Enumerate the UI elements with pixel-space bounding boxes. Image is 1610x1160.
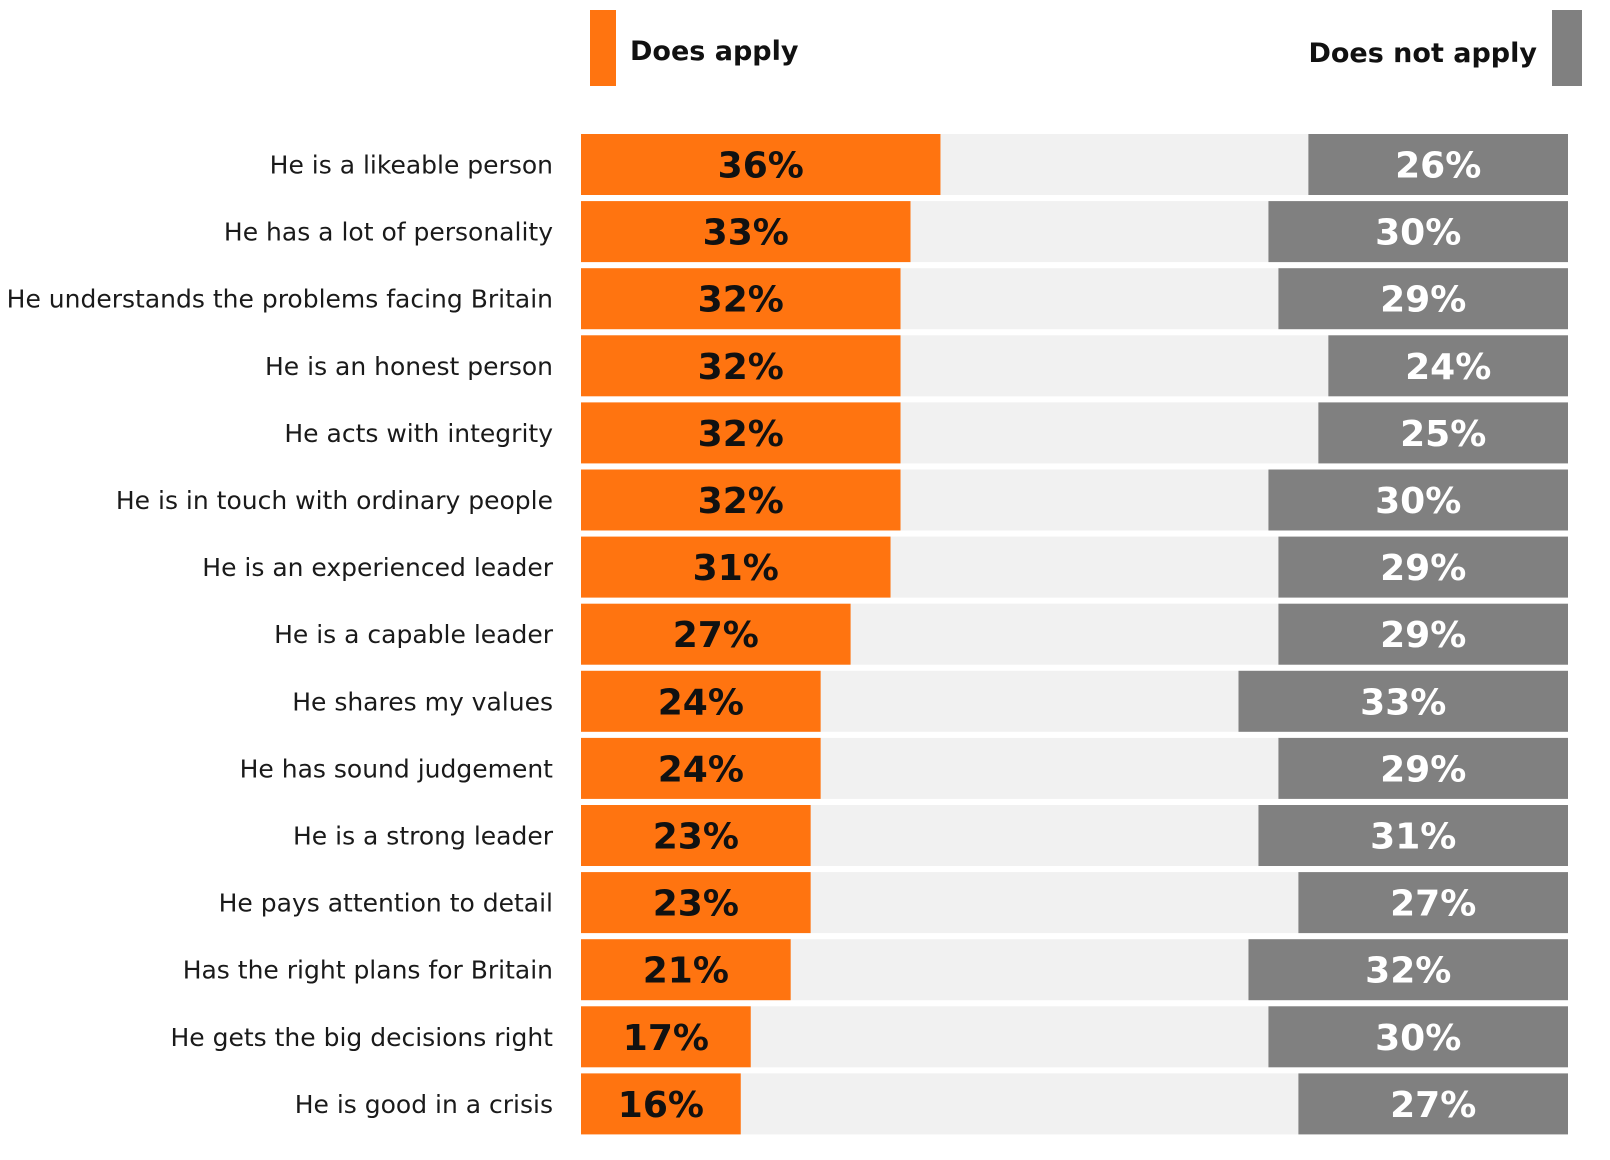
category-label: He has a lot of personality xyxy=(224,218,553,247)
category-label: He has sound judgement xyxy=(240,754,554,783)
bar-does-not-apply xyxy=(1268,469,1568,531)
bar-does-apply xyxy=(581,670,821,732)
bar-does-not-apply xyxy=(1278,536,1568,598)
data-label-does-not-apply: 32% xyxy=(1365,951,1451,992)
bar-does-apply xyxy=(581,268,901,330)
category-label: He is a capable leader xyxy=(274,620,554,649)
chart-rows: He is a likeable person 36% 26% He has a lo… xyxy=(7,134,1568,1135)
bar-does-not-apply xyxy=(1268,201,1568,263)
legend-label-does-not-apply: Does not apply xyxy=(1308,38,1537,69)
bar-does-apply xyxy=(581,1006,751,1068)
data-label-does-apply: 21% xyxy=(643,951,729,992)
category-label: He is a strong leader xyxy=(293,822,554,851)
bar-does-apply xyxy=(581,603,851,665)
bar-does-not-apply xyxy=(1308,134,1568,195)
data-label-does-apply: 17% xyxy=(623,1018,709,1059)
legend-swatch-does-apply xyxy=(590,10,616,86)
data-label-does-not-apply: 29% xyxy=(1380,280,1466,321)
category-label: Has the right plans for Britain xyxy=(183,956,553,985)
data-label-does-not-apply: 24% xyxy=(1405,347,1491,388)
data-label-does-not-apply: 26% xyxy=(1395,146,1481,187)
category-label: He gets the big decisions right xyxy=(170,1023,553,1052)
bar-does-not-apply xyxy=(1268,1006,1568,1068)
bar-does-not-apply xyxy=(1238,670,1568,732)
category-label: He is in touch with ordinary people xyxy=(116,486,553,515)
bar-does-not-apply xyxy=(1328,335,1568,397)
data-label-does-apply: 32% xyxy=(698,347,784,388)
data-label-does-not-apply: 30% xyxy=(1375,481,1461,522)
category-label: He is an experienced leader xyxy=(202,553,553,582)
bar-does-apply xyxy=(581,939,791,1001)
data-label-does-not-apply: 31% xyxy=(1370,817,1456,858)
bar-does-apply xyxy=(581,1073,741,1135)
data-label-does-apply: 32% xyxy=(698,280,784,321)
bar-does-not-apply xyxy=(1318,402,1568,464)
bar-does-not-apply xyxy=(1278,268,1568,330)
category-label: He acts with integrity xyxy=(284,419,553,448)
category-label: He understands the problems facing Brita… xyxy=(7,285,553,314)
bar-does-apply xyxy=(581,134,941,195)
data-label-does-not-apply: 30% xyxy=(1375,213,1461,254)
bar-does-not-apply xyxy=(1298,1073,1568,1135)
bar-does-apply xyxy=(581,201,911,263)
data-label-does-apply: 23% xyxy=(653,817,739,858)
data-label-does-apply: 27% xyxy=(673,615,759,656)
data-label-does-not-apply: 29% xyxy=(1380,749,1466,790)
category-label: He is an honest person xyxy=(265,352,553,381)
bar-does-apply xyxy=(581,335,901,397)
data-label-does-not-apply: 25% xyxy=(1400,414,1486,455)
data-label-does-not-apply: 29% xyxy=(1380,615,1466,656)
bar-does-apply xyxy=(581,536,891,598)
bar-does-apply xyxy=(581,805,811,866)
data-label-does-apply: 24% xyxy=(658,749,744,790)
data-label-does-not-apply: 33% xyxy=(1360,682,1446,723)
bar-does-apply xyxy=(581,469,901,531)
bar-does-not-apply xyxy=(1278,737,1568,799)
legend-label-does-apply: Does apply xyxy=(630,36,799,67)
bar-does-apply xyxy=(581,872,811,934)
data-label-does-apply: 31% xyxy=(693,548,779,589)
bar-does-apply xyxy=(581,402,901,464)
bar-does-not-apply xyxy=(1258,805,1568,866)
category-label: He is a likeable person xyxy=(270,151,553,180)
category-label: He is good in a crisis xyxy=(295,1090,553,1119)
bar-does-not-apply xyxy=(1298,872,1568,934)
data-label-does-apply: 32% xyxy=(698,414,784,455)
data-label-does-not-apply: 27% xyxy=(1390,1085,1476,1126)
data-label-does-not-apply: 29% xyxy=(1380,548,1466,589)
bar-does-apply xyxy=(581,737,821,799)
data-label-does-apply: 33% xyxy=(703,213,789,254)
bar-does-not-apply xyxy=(1278,603,1568,665)
data-label-does-apply: 16% xyxy=(618,1085,704,1126)
category-label: He pays attention to detail xyxy=(219,889,553,918)
data-label-does-apply: 32% xyxy=(698,481,784,522)
data-label-does-apply: 24% xyxy=(658,682,744,723)
category-label: He shares my values xyxy=(292,687,553,716)
data-label-does-not-apply: 30% xyxy=(1375,1018,1461,1059)
data-label-does-apply: 36% xyxy=(718,146,804,187)
bar-does-not-apply xyxy=(1248,939,1568,1001)
data-label-does-apply: 23% xyxy=(653,884,739,925)
legend-swatch-does-not-apply xyxy=(1552,10,1582,86)
data-label-does-not-apply: 27% xyxy=(1390,884,1476,925)
